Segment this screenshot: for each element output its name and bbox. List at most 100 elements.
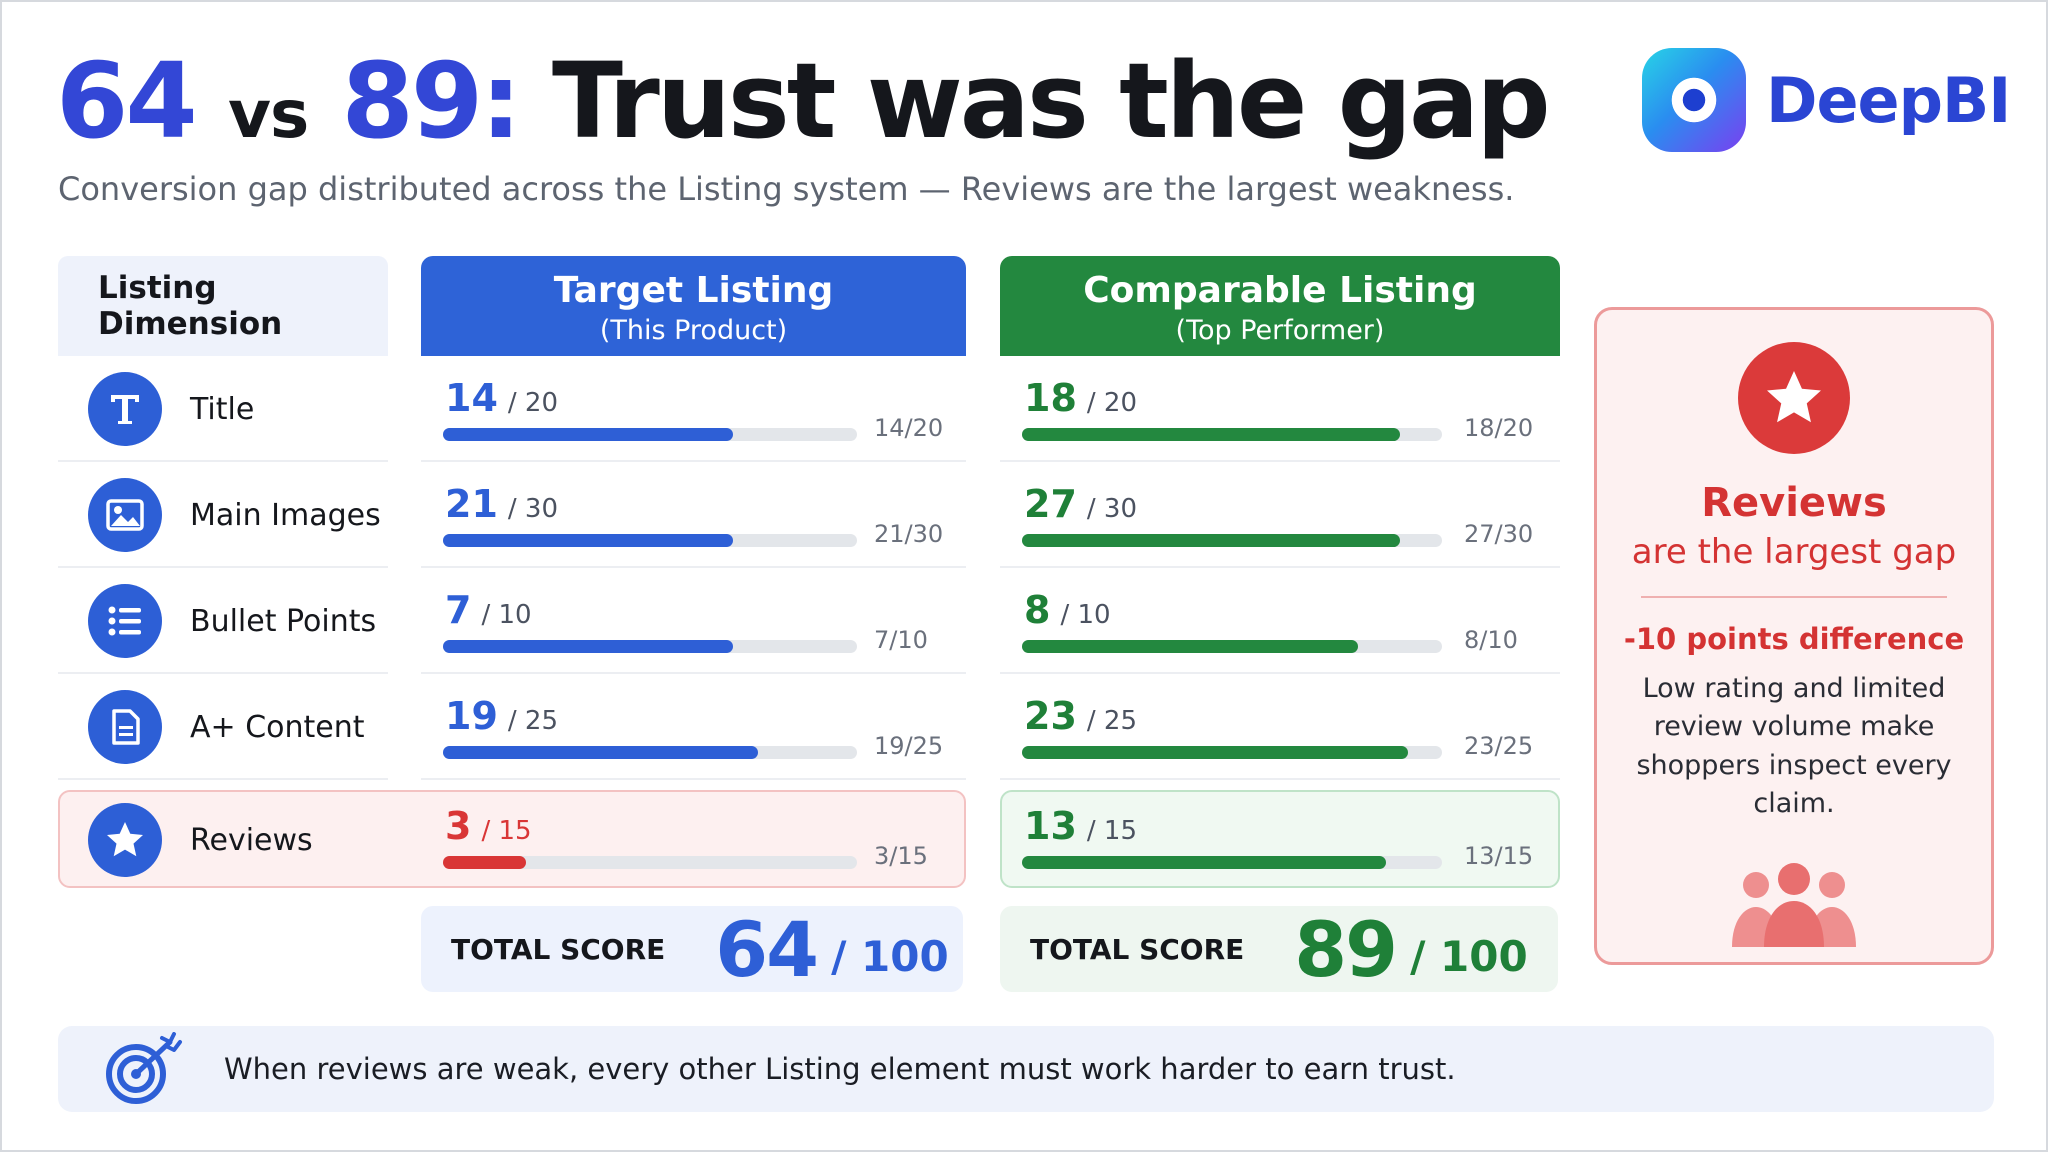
score-max: / 30 [1086,494,1137,524]
page-title: 64 vs 89: Trust was the gap [56,44,1551,158]
footer-text: When reviews are weak, every other Listi… [224,1052,1456,1086]
score-bar [1022,746,1409,759]
comparable-listing-header: Comparable Listing (Top Performer) [1000,256,1560,356]
score-max: / 20 [507,388,558,418]
callout-subheading: are the largest gap [1631,532,1957,572]
score-value: 18 [1024,376,1077,420]
total-max: / 100 [831,931,949,981]
footer-banner: When reviews are weak, every other Listi… [58,1026,1994,1112]
target-score-main-images: 21 / 30 21/30 [421,464,966,568]
comparable-total-score: TOTAL SCORE 89 / 100 [1000,904,1558,994]
score-value: 14 [445,376,498,420]
dimension-label: A+ Content [190,709,365,745]
score-max: / 10 [1060,600,1111,630]
title-score-a: 64 [56,40,198,162]
total-label: TOTAL SCORE [451,932,666,966]
score-bar [443,534,733,547]
score-value: 7 [445,588,472,632]
dimension-row-a-plus-content: A+ Content [58,676,388,780]
score-max: / 15 [1086,816,1137,846]
target-header-title: Target Listing [553,270,834,311]
score-bar [443,640,733,653]
score-track [1022,534,1442,547]
score-value: 8 [1024,588,1051,632]
comparable-header-subtitle: (Top Performer) [1175,315,1385,346]
score-fraction-label: 18/20 [1464,414,1534,442]
dimension-header: Listing Dimension [58,256,388,356]
reviews-gap-callout: Reviews are the largest gap -10 points d… [1594,307,1994,965]
target-total-score: TOTAL SCORE 64 / 100 [421,904,963,994]
title-score-b: 89: [341,40,521,162]
score-track [443,428,857,441]
score-track [443,746,857,759]
score-track [443,856,857,869]
score-max: / 10 [481,600,532,630]
score-bar [1022,534,1400,547]
score-bar [1022,428,1400,441]
title-vs: vs [227,76,309,153]
score-fraction-label: 14/20 [874,414,944,442]
score-fraction-label: 7/10 [874,626,928,654]
score-max: / 15 [481,816,532,846]
comparable-score-title: 18 / 20 18/20 [1000,358,1560,462]
score-track [1022,746,1442,759]
score-max: / 20 [1086,388,1137,418]
total-value: 64 [715,904,819,994]
score-fraction-label: 19/25 [874,732,944,760]
document-icon [88,690,162,764]
dimension-label: Reviews [190,822,313,858]
score-track [443,534,857,547]
logo-text: DeepBI [1766,63,2011,137]
star-icon [88,803,162,877]
comparable-score-main-images: 27 / 30 27/30 [1000,464,1560,568]
image-icon [88,478,162,552]
title-icon [88,372,162,446]
score-max: / 25 [1086,706,1137,736]
target-header-subtitle: (This Product) [599,315,788,346]
brand-logo: DeepBI [1642,48,2011,152]
score-value: 27 [1024,482,1077,526]
score-bar [1022,640,1358,653]
comparable-header-title: Comparable Listing [1083,270,1477,311]
people-group-icon [1732,863,1856,948]
logo-mark-icon [1642,48,1746,152]
target-score-a-plus-content: 19 / 25 19/25 [421,676,966,780]
dimension-label: Bullet Points [190,603,377,639]
score-fraction-label: 8/10 [1464,626,1518,654]
score-value: 3 [445,804,472,848]
score-value: 19 [445,694,498,738]
total-label: TOTAL SCORE [1030,932,1245,966]
score-track [1022,856,1442,869]
page-subtitle: Conversion gap distributed across the Li… [58,170,1515,208]
total-value: 89 [1294,904,1398,994]
callout-body: Low rating and limited review volume mak… [1636,673,1952,819]
score-track [1022,640,1442,653]
score-bar [1022,856,1387,869]
target-score-bullet-points: 7 / 10 7/10 [421,570,966,674]
dimension-row-bullet-points: Bullet Points [58,570,388,674]
comparable-score-bullet-points: 8 / 10 8/10 [1000,570,1560,674]
callout-difference: -10 points difference [1623,622,1965,656]
target-listing-header: Target Listing (This Product) [421,256,966,356]
list-icon [88,584,162,658]
target-score-reviews: 3 / 15 3/15 [421,786,966,890]
callout-heading: Reviews [1701,480,1887,526]
title-text: Trust was the gap [552,40,1551,162]
dimension-row-main-images: Main Images [58,464,388,568]
score-fraction-label: 21/30 [874,520,944,548]
score-fraction-label: 13/15 [1464,842,1534,870]
comparable-score-a-plus-content: 23 / 25 23/25 [1000,676,1560,780]
score-track [443,640,857,653]
score-value: 13 [1024,804,1077,848]
score-bar [443,746,758,759]
star-badge-icon [1738,342,1850,454]
dimension-row-title: Title [58,358,388,462]
score-track [1022,428,1442,441]
target-icon [106,1032,182,1104]
target-score-title: 14 / 20 14/20 [421,358,966,462]
score-fraction-label: 23/25 [1464,732,1534,760]
dimension-label: Title [190,391,255,427]
score-fraction-label: 3/15 [874,842,928,870]
comparable-reviews-highlight [1000,790,1560,888]
